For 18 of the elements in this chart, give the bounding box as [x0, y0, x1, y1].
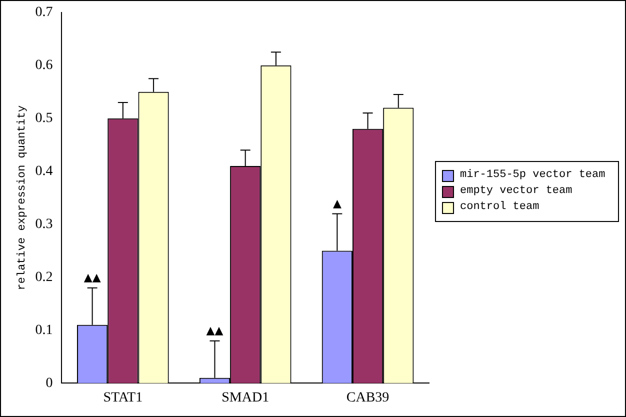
annotation: ▲: [332, 197, 342, 210]
y-tick-label: 0.7: [35, 5, 53, 20]
x-tick-label: STAT1: [103, 390, 143, 406]
y-axis-title: relative expression quantity: [16, 104, 29, 290]
legend-label: mir-155-5p vector team: [460, 169, 606, 181]
annotation: ▲▲: [206, 324, 224, 338]
legend-label: control team: [460, 201, 540, 213]
x-tick-label: CAB39: [346, 390, 390, 406]
y-tick-label: 0.6: [35, 58, 53, 74]
x-tick-label: SMAD1: [222, 390, 270, 406]
y-tick-label: 0: [46, 376, 53, 391]
legend-label: empty vector team: [460, 185, 572, 197]
y-tick-label: 0.3: [35, 216, 53, 232]
y-tick-label: 0.1: [35, 322, 53, 338]
y-tick-label: 0.4: [35, 164, 53, 179]
annotation: ▲▲: [84, 271, 102, 284]
y-tick-label: 0.5: [35, 111, 53, 126]
y-tick-label: 0.2: [35, 270, 53, 285]
